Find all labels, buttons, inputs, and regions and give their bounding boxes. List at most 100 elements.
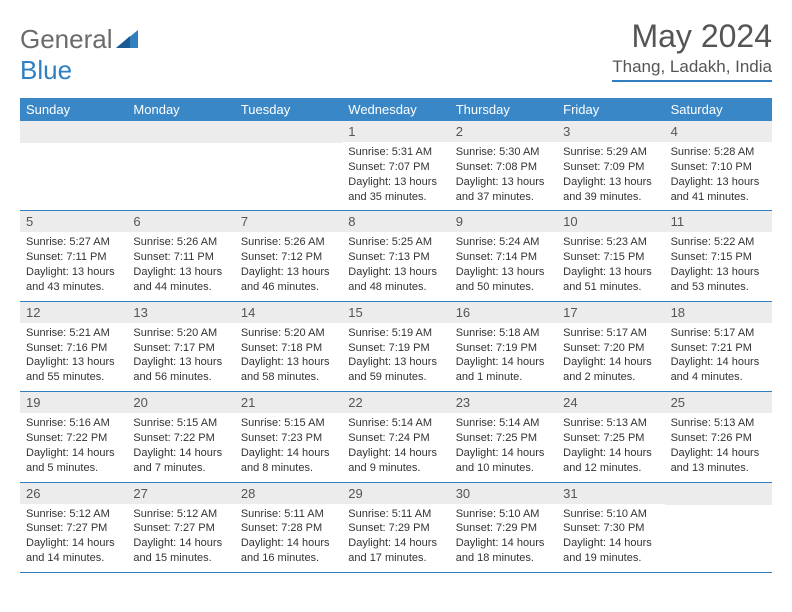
brand-text: GeneralBlue: [20, 24, 138, 86]
day-number: 2: [450, 121, 557, 142]
day-details: Sunrise: 5:12 AMSunset: 7:27 PMDaylight:…: [127, 504, 234, 572]
day-number: 25: [665, 392, 772, 413]
day-number: 10: [557, 211, 664, 232]
calendar: SundayMondayTuesdayWednesdayThursdayFrid…: [20, 98, 772, 573]
day-details: Sunrise: 5:31 AMSunset: 7:07 PMDaylight:…: [342, 142, 449, 210]
calendar-page: GeneralBlue May 2024 Thang, Ladakh, Indi…: [0, 0, 792, 591]
day-number: 29: [342, 483, 449, 504]
calendar-day: 27Sunrise: 5:12 AMSunset: 7:27 PMDayligh…: [127, 483, 234, 572]
calendar-day: 20Sunrise: 5:15 AMSunset: 7:22 PMDayligh…: [127, 392, 234, 481]
calendar-day: 1Sunrise: 5:31 AMSunset: 7:07 PMDaylight…: [342, 121, 449, 210]
calendar-day: 14Sunrise: 5:20 AMSunset: 7:18 PMDayligh…: [235, 302, 342, 391]
calendar-body: 1Sunrise: 5:31 AMSunset: 7:07 PMDaylight…: [20, 121, 772, 573]
day-number: 3: [557, 121, 664, 142]
day-number: 8: [342, 211, 449, 232]
calendar-day-empty: [235, 121, 342, 210]
calendar-day: 7Sunrise: 5:26 AMSunset: 7:12 PMDaylight…: [235, 211, 342, 300]
day-details: Sunrise: 5:26 AMSunset: 7:11 PMDaylight:…: [127, 232, 234, 300]
calendar-day-empty: [127, 121, 234, 210]
day-number: 23: [450, 392, 557, 413]
day-details: Sunrise: 5:20 AMSunset: 7:17 PMDaylight:…: [127, 323, 234, 391]
location: Thang, Ladakh, India: [612, 57, 772, 82]
day-details: Sunrise: 5:17 AMSunset: 7:21 PMDaylight:…: [665, 323, 772, 391]
day-number: 6: [127, 211, 234, 232]
day-details: Sunrise: 5:13 AMSunset: 7:25 PMDaylight:…: [557, 413, 664, 481]
day-details: Sunrise: 5:29 AMSunset: 7:09 PMDaylight:…: [557, 142, 664, 210]
calendar-day: 3Sunrise: 5:29 AMSunset: 7:09 PMDaylight…: [557, 121, 664, 210]
day-header-cell: Wednesday: [342, 98, 449, 121]
calendar-day: 23Sunrise: 5:14 AMSunset: 7:25 PMDayligh…: [450, 392, 557, 481]
calendar-week: 12Sunrise: 5:21 AMSunset: 7:16 PMDayligh…: [20, 302, 772, 392]
day-header-cell: Saturday: [665, 98, 772, 121]
day-number: 1: [342, 121, 449, 142]
calendar-day: 5Sunrise: 5:27 AMSunset: 7:11 PMDaylight…: [20, 211, 127, 300]
calendar-day: 25Sunrise: 5:13 AMSunset: 7:26 PMDayligh…: [665, 392, 772, 481]
month-title: May 2024: [612, 18, 772, 55]
calendar-day: 16Sunrise: 5:18 AMSunset: 7:19 PMDayligh…: [450, 302, 557, 391]
day-number: 4: [665, 121, 772, 142]
day-header-cell: Tuesday: [235, 98, 342, 121]
calendar-day: 17Sunrise: 5:17 AMSunset: 7:20 PMDayligh…: [557, 302, 664, 391]
brand-logo: GeneralBlue: [20, 24, 138, 86]
brand-triangle-icon: [116, 24, 138, 55]
day-details: Sunrise: 5:12 AMSunset: 7:27 PMDaylight:…: [20, 504, 127, 572]
calendar-week: 1Sunrise: 5:31 AMSunset: 7:07 PMDaylight…: [20, 121, 772, 211]
calendar-day: 29Sunrise: 5:11 AMSunset: 7:29 PMDayligh…: [342, 483, 449, 572]
day-number: 27: [127, 483, 234, 504]
day-number: 11: [665, 211, 772, 232]
day-details: Sunrise: 5:27 AMSunset: 7:11 PMDaylight:…: [20, 232, 127, 300]
day-header-cell: Friday: [557, 98, 664, 121]
title-block: May 2024 Thang, Ladakh, India: [612, 18, 772, 82]
calendar-day: 26Sunrise: 5:12 AMSunset: 7:27 PMDayligh…: [20, 483, 127, 572]
calendar-day: 8Sunrise: 5:25 AMSunset: 7:13 PMDaylight…: [342, 211, 449, 300]
day-details: Sunrise: 5:19 AMSunset: 7:19 PMDaylight:…: [342, 323, 449, 391]
calendar-day: 6Sunrise: 5:26 AMSunset: 7:11 PMDaylight…: [127, 211, 234, 300]
calendar-day: 11Sunrise: 5:22 AMSunset: 7:15 PMDayligh…: [665, 211, 772, 300]
day-number: 19: [20, 392, 127, 413]
calendar-day: 10Sunrise: 5:23 AMSunset: 7:15 PMDayligh…: [557, 211, 664, 300]
calendar-day: 4Sunrise: 5:28 AMSunset: 7:10 PMDaylight…: [665, 121, 772, 210]
day-details: Sunrise: 5:28 AMSunset: 7:10 PMDaylight:…: [665, 142, 772, 210]
day-header-cell: Monday: [127, 98, 234, 121]
day-details: Sunrise: 5:15 AMSunset: 7:23 PMDaylight:…: [235, 413, 342, 481]
day-number: 16: [450, 302, 557, 323]
calendar-day: 31Sunrise: 5:10 AMSunset: 7:30 PMDayligh…: [557, 483, 664, 572]
brand-prefix: General: [20, 24, 113, 54]
brand-suffix: Blue: [20, 55, 72, 85]
header: GeneralBlue May 2024 Thang, Ladakh, Indi…: [20, 18, 772, 86]
day-number: 22: [342, 392, 449, 413]
day-details: Sunrise: 5:18 AMSunset: 7:19 PMDaylight:…: [450, 323, 557, 391]
day-number: 21: [235, 392, 342, 413]
calendar-day: 21Sunrise: 5:15 AMSunset: 7:23 PMDayligh…: [235, 392, 342, 481]
calendar-day: 15Sunrise: 5:19 AMSunset: 7:19 PMDayligh…: [342, 302, 449, 391]
day-details: Sunrise: 5:21 AMSunset: 7:16 PMDaylight:…: [20, 323, 127, 391]
calendar-day: 22Sunrise: 5:14 AMSunset: 7:24 PMDayligh…: [342, 392, 449, 481]
day-details: Sunrise: 5:24 AMSunset: 7:14 PMDaylight:…: [450, 232, 557, 300]
day-details: Sunrise: 5:22 AMSunset: 7:15 PMDaylight:…: [665, 232, 772, 300]
day-details: Sunrise: 5:10 AMSunset: 7:29 PMDaylight:…: [450, 504, 557, 572]
day-number: [665, 483, 772, 505]
day-details: Sunrise: 5:11 AMSunset: 7:28 PMDaylight:…: [235, 504, 342, 572]
calendar-day: 30Sunrise: 5:10 AMSunset: 7:29 PMDayligh…: [450, 483, 557, 572]
day-header-cell: Thursday: [450, 98, 557, 121]
day-details: Sunrise: 5:14 AMSunset: 7:24 PMDaylight:…: [342, 413, 449, 481]
calendar-week: 26Sunrise: 5:12 AMSunset: 7:27 PMDayligh…: [20, 483, 772, 573]
day-number: 9: [450, 211, 557, 232]
calendar-day: 2Sunrise: 5:30 AMSunset: 7:08 PMDaylight…: [450, 121, 557, 210]
day-number: 5: [20, 211, 127, 232]
day-number: 20: [127, 392, 234, 413]
day-number: 14: [235, 302, 342, 323]
calendar-day: 12Sunrise: 5:21 AMSunset: 7:16 PMDayligh…: [20, 302, 127, 391]
day-details: Sunrise: 5:25 AMSunset: 7:13 PMDaylight:…: [342, 232, 449, 300]
calendar-day: 18Sunrise: 5:17 AMSunset: 7:21 PMDayligh…: [665, 302, 772, 391]
day-details: Sunrise: 5:26 AMSunset: 7:12 PMDaylight:…: [235, 232, 342, 300]
calendar-day: 13Sunrise: 5:20 AMSunset: 7:17 PMDayligh…: [127, 302, 234, 391]
day-number: 28: [235, 483, 342, 504]
calendar-week: 5Sunrise: 5:27 AMSunset: 7:11 PMDaylight…: [20, 211, 772, 301]
calendar-day: 19Sunrise: 5:16 AMSunset: 7:22 PMDayligh…: [20, 392, 127, 481]
day-details: Sunrise: 5:17 AMSunset: 7:20 PMDaylight:…: [557, 323, 664, 391]
day-details: Sunrise: 5:23 AMSunset: 7:15 PMDaylight:…: [557, 232, 664, 300]
day-number: [127, 121, 234, 143]
calendar-day-empty: [20, 121, 127, 210]
day-details: Sunrise: 5:16 AMSunset: 7:22 PMDaylight:…: [20, 413, 127, 481]
